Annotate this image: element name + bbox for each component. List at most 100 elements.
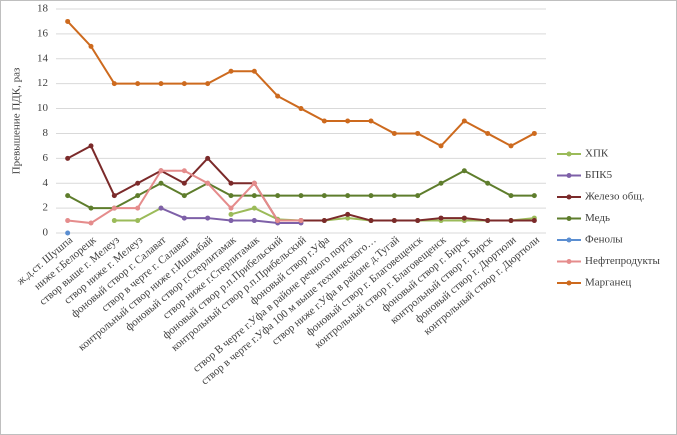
data-point [205, 215, 211, 221]
data-point [181, 168, 187, 174]
data-point [275, 218, 281, 224]
legend-marker [566, 151, 572, 157]
data-point [65, 193, 71, 199]
data-point [251, 218, 257, 224]
data-point [111, 81, 117, 87]
data-point [251, 205, 257, 211]
data-point [228, 68, 234, 74]
data-point [391, 218, 397, 224]
data-point [251, 180, 257, 186]
data-point [461, 215, 467, 221]
data-point [391, 193, 397, 199]
data-point [181, 193, 187, 199]
legend-label: Марганец [585, 277, 631, 289]
legend-marker [566, 259, 572, 264]
data-point [228, 180, 234, 186]
data-point [485, 218, 491, 224]
data-point [181, 81, 187, 87]
data-point [275, 193, 281, 199]
data-point [158, 168, 164, 174]
data-point [461, 168, 467, 174]
data-point [158, 81, 164, 87]
legend-label: Нефтепродукты [585, 255, 660, 267]
legend-marker [566, 173, 572, 178]
data-point [438, 180, 444, 186]
legend-label: Железо общ. [585, 191, 645, 203]
data-point [65, 230, 71, 236]
y-tick-label: 4 [43, 177, 49, 189]
y-tick-label: 2 [43, 202, 49, 214]
data-point [111, 193, 117, 199]
y-tick-label: 14 [37, 52, 49, 64]
data-point [438, 215, 444, 221]
series-line [67, 169, 535, 210]
y-tick-label: 12 [37, 77, 48, 89]
data-point [88, 205, 94, 211]
data-point [88, 143, 94, 149]
data-point [415, 193, 421, 199]
data-point [531, 193, 537, 199]
legend-label: Фенолы [585, 234, 623, 246]
data-point [461, 118, 467, 124]
legend-label: ХПК [585, 148, 609, 160]
data-point [251, 193, 257, 199]
data-point [205, 180, 211, 186]
data-point [135, 205, 141, 211]
data-point [531, 218, 537, 224]
data-point [485, 130, 491, 136]
data-point [345, 193, 351, 199]
data-point [508, 143, 514, 149]
data-point [135, 81, 141, 87]
data-point [485, 180, 491, 186]
y-axis-label: Превышение ПДК, раз [11, 68, 23, 175]
data-point [438, 143, 444, 149]
data-point [321, 193, 327, 199]
data-point [415, 218, 421, 224]
data-point [181, 180, 187, 186]
data-point [321, 218, 327, 224]
data-point [298, 218, 304, 224]
data-point [345, 118, 351, 124]
data-point [88, 43, 94, 49]
data-point [228, 205, 234, 211]
data-point [205, 81, 211, 87]
legend-marker [566, 194, 572, 200]
y-tick-label: 10 [37, 102, 49, 114]
data-point [88, 220, 94, 226]
data-point [298, 193, 304, 199]
data-point [158, 205, 164, 211]
data-point [345, 215, 351, 221]
data-point [65, 18, 71, 24]
legend-marker [566, 280, 572, 286]
data-point [391, 130, 397, 136]
data-point [508, 193, 514, 199]
data-point [205, 155, 211, 161]
data-point [111, 205, 117, 211]
data-point [111, 218, 117, 224]
y-tick-label: 16 [37, 27, 49, 39]
data-point [368, 218, 374, 224]
data-point [181, 215, 187, 221]
data-point [228, 218, 234, 224]
data-point [65, 155, 71, 161]
y-tick-label: 8 [43, 127, 49, 139]
legend-label: Медь [585, 212, 610, 224]
data-point [135, 180, 141, 186]
data-point [368, 118, 374, 124]
data-point [321, 118, 327, 124]
data-point [251, 68, 257, 74]
data-point [65, 218, 71, 224]
legend-label: БПК5 [585, 169, 613, 181]
data-point [135, 218, 141, 224]
data-point [368, 193, 374, 199]
data-point [135, 193, 141, 199]
data-point [415, 130, 421, 136]
legend-marker [566, 216, 572, 221]
data-point [531, 130, 537, 136]
legend-marker [566, 237, 572, 243]
y-tick-label: 6 [43, 152, 49, 164]
data-point [228, 193, 234, 199]
data-point [158, 180, 164, 186]
data-point [275, 93, 281, 99]
